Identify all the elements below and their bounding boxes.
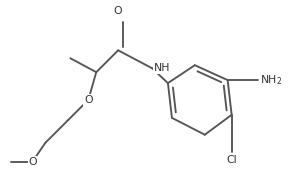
Text: NH$_2$: NH$_2$	[259, 73, 282, 87]
Text: O: O	[28, 157, 37, 166]
Text: NH: NH	[154, 63, 170, 73]
Text: Cl: Cl	[226, 154, 237, 165]
Text: O: O	[84, 95, 93, 105]
Text: O: O	[114, 6, 122, 16]
